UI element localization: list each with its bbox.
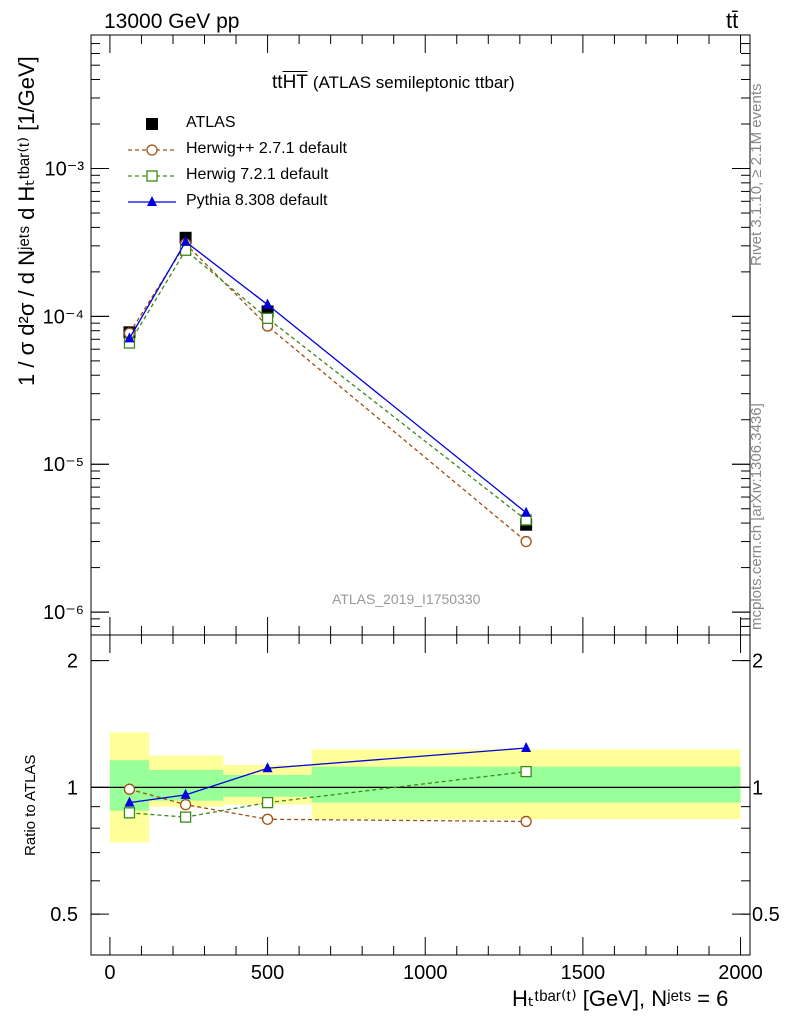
data-point-circle <box>179 798 192 811</box>
data-point-square-open <box>520 765 532 778</box>
process-label: tt̄ <box>726 8 739 33</box>
plot-title-main: tt <box>272 72 283 93</box>
y-tick-label: 0.5 <box>50 904 78 926</box>
y-tick-label: 10⁻³ <box>45 159 85 181</box>
data-point-circle <box>261 813 274 825</box>
data-point-square-open <box>146 170 158 182</box>
data-point-triangle <box>180 235 191 246</box>
data-point-triangle <box>147 196 157 206</box>
legend-label: Herwig++ 2.7.1 default <box>186 140 347 157</box>
analysis-id: ATLAS_2019_I1750330 <box>332 591 481 607</box>
x-tick-label: 500 <box>251 962 284 984</box>
data-point-circle <box>123 783 136 795</box>
x-tick-label: 0 <box>104 962 115 984</box>
data-point-square-open <box>179 811 192 823</box>
main-panel-series <box>123 231 533 548</box>
rivet-version-label: Rivet 3.1.10, ≥ 2.1M events <box>748 83 765 267</box>
data-point-triangle <box>521 506 532 517</box>
y-tick-label: 1 <box>752 777 763 799</box>
y-tick-label: 10⁻⁶ <box>43 602 84 624</box>
ratio-panel-frame: 0.5 0.5 1 1 2 2 0 500 1000 1500 2000 <box>50 634 780 984</box>
data-point-triangle <box>521 742 532 753</box>
data-point-square-open <box>123 807 136 819</box>
y-axis-title-main: 1 / σ d²σ / d Nʲᵉᵗˢ d Hₜᵗᵇᵃʳ⁽ᵗ⁾ [1/GeV] <box>14 56 39 386</box>
legend-markers <box>128 118 176 206</box>
main-panel-frame: 10⁻⁶ 10⁻⁵ 10⁻⁴ 10⁻³ <box>43 34 751 636</box>
plot-title-suffix: (ATLAS semileptonic ttbar) <box>312 73 515 92</box>
mcplots-reference-label: mcplots.cern.ch [arXiv:1306.3436] <box>748 403 765 630</box>
data-point-triangle <box>124 796 135 807</box>
data-point-square-open <box>261 796 274 809</box>
y-axis-title-ratio: Ratio to ATLAS <box>22 754 39 856</box>
data-point-circle <box>520 535 532 548</box>
y-tick-label: 0.5 <box>752 904 780 926</box>
ratio-panel-series <box>123 742 532 828</box>
legend-label: Pythia 8.308 default <box>186 192 328 209</box>
data-point-circle <box>146 144 158 156</box>
y-tick-label: 10⁻⁴ <box>43 306 84 328</box>
data-point-square <box>146 118 158 130</box>
data-point-circle <box>520 815 532 828</box>
data-point-triangle <box>262 298 273 309</box>
plot-title-overlined: HT <box>282 72 308 93</box>
data-point-triangle <box>180 788 191 799</box>
band-inner <box>223 774 312 797</box>
y-tick-label: 10⁻⁵ <box>43 454 84 476</box>
data-point-square-open <box>261 312 274 324</box>
series-line <box>129 788 527 823</box>
series-line <box>128 242 527 543</box>
x-axis-title: Hₜᵗᵇᵃʳ⁽ᵗ⁾ [GeV], Nʲᵉᵗˢ = 6 <box>512 986 729 1011</box>
y-tick-label: 2 <box>67 651 78 673</box>
series-line <box>128 240 527 514</box>
energy-label: 13000 GeV pp <box>104 10 240 33</box>
legend-label: ATLAS <box>186 114 236 131</box>
series-line <box>129 747 527 804</box>
data-point-triangle <box>262 762 273 773</box>
y-tick-label: 2 <box>752 651 763 673</box>
y-tick-label: 1 <box>67 777 78 799</box>
x-tick-label: 1500 <box>561 962 606 984</box>
data-point-triangle <box>124 332 135 343</box>
x-tick-label: 2000 <box>718 962 763 984</box>
plot-title: ttHT (ATLAS semileptonic ttbar) <box>272 72 515 94</box>
x-tick-label: 1000 <box>403 962 448 984</box>
legend-label: Herwig 7.2.1 default <box>186 166 329 183</box>
series-line <box>129 770 527 818</box>
series-line <box>128 249 527 521</box>
panel-border <box>90 634 751 956</box>
